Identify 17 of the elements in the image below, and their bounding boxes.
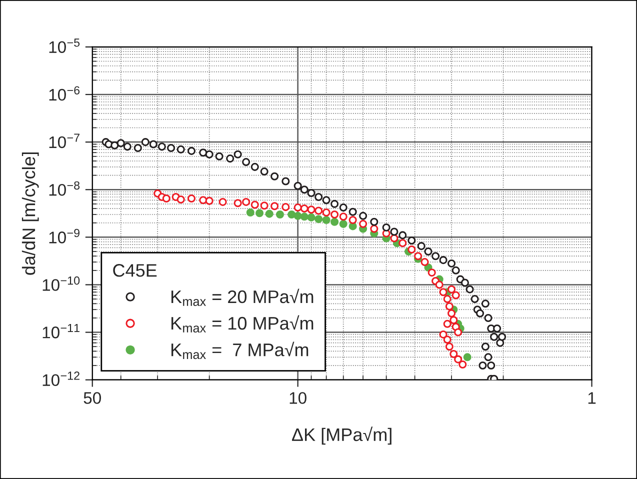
y-tick-label: 10$^{−10}$ bbox=[42, 276, 80, 291]
x-tick-label: 10 bbox=[290, 392, 306, 404]
x-tick-label: 50 bbox=[84, 392, 101, 404]
x-axis-title: ΔK [MPa√m] bbox=[292, 426, 392, 445]
legend-label: K$_{max}$ = 7 MPa√m bbox=[171, 342, 308, 360]
legend-title: C45E bbox=[113, 264, 157, 277]
y-tick-label: 10$^{−6}$ bbox=[49, 86, 80, 101]
y-tick-label: 10$^{−11}$ bbox=[42, 324, 80, 338]
y-tick-label: 10$^{−5}$ bbox=[49, 38, 80, 53]
y-tick-label: 10$^{−9}$ bbox=[49, 228, 80, 244]
y-tick-label: 10$^{−12}$ bbox=[42, 372, 80, 386]
x-tick-label: 1 bbox=[588, 392, 596, 404]
y-axis-title: da/dN [m/cycle] bbox=[22, 152, 39, 275]
legend-label: K$_{max}$ = 20 MPa√m bbox=[171, 288, 314, 306]
y-tick-label: 10$^{−7}$ bbox=[49, 134, 80, 148]
legend-label: K$_{max}$ = 10 MPa√m bbox=[171, 315, 314, 333]
y-tick-label: 10$^{−8}$ bbox=[49, 181, 80, 196]
